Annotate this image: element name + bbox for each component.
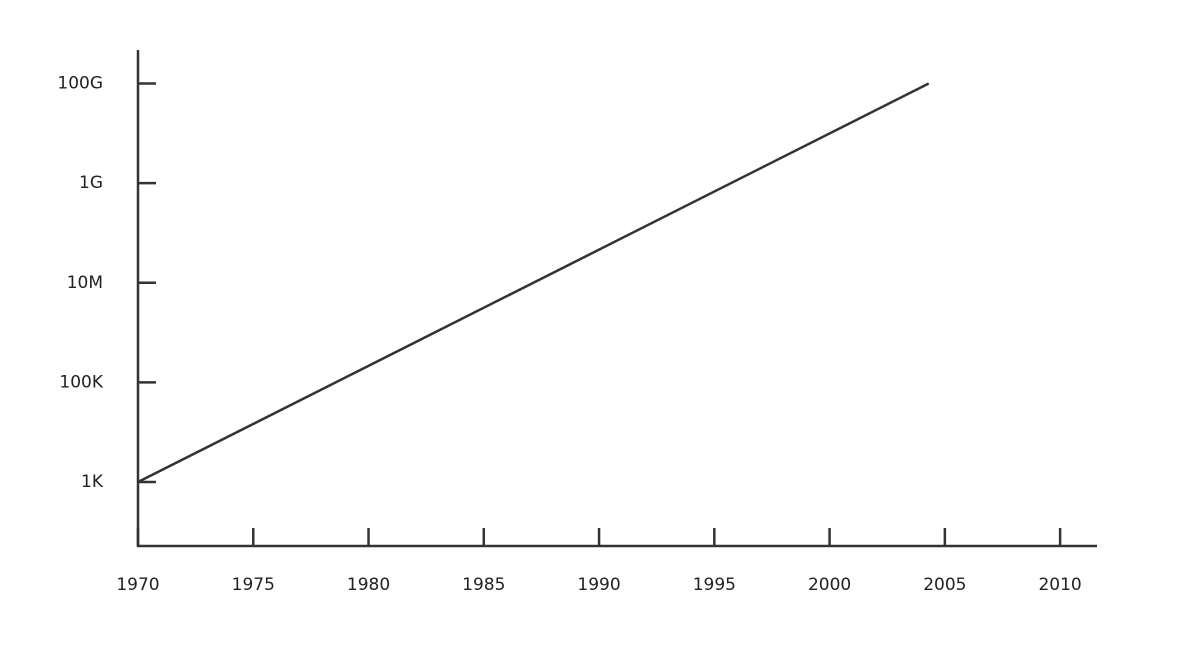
x-tick-label: 2005 — [923, 575, 966, 595]
x-tick-label: 1995 — [693, 575, 736, 595]
x-tick-label: 1970 — [116, 575, 159, 595]
y-tick-label: 10M — [67, 273, 103, 293]
y-tick-label: 1K — [81, 472, 104, 492]
y-tick-label: 100G — [57, 73, 103, 93]
y-tick-label: 1G — [79, 173, 103, 193]
x-tick-label: 2010 — [1038, 575, 1081, 595]
x-tick-label: 1990 — [577, 575, 620, 595]
x-tick-label: 1975 — [232, 575, 275, 595]
x-tick-label: 1980 — [347, 575, 390, 595]
y-tick-label: 100K — [59, 372, 103, 392]
x-tick-label: 1985 — [462, 575, 505, 595]
x-tick-label: 2000 — [808, 575, 851, 595]
data-line — [137, 82, 930, 484]
